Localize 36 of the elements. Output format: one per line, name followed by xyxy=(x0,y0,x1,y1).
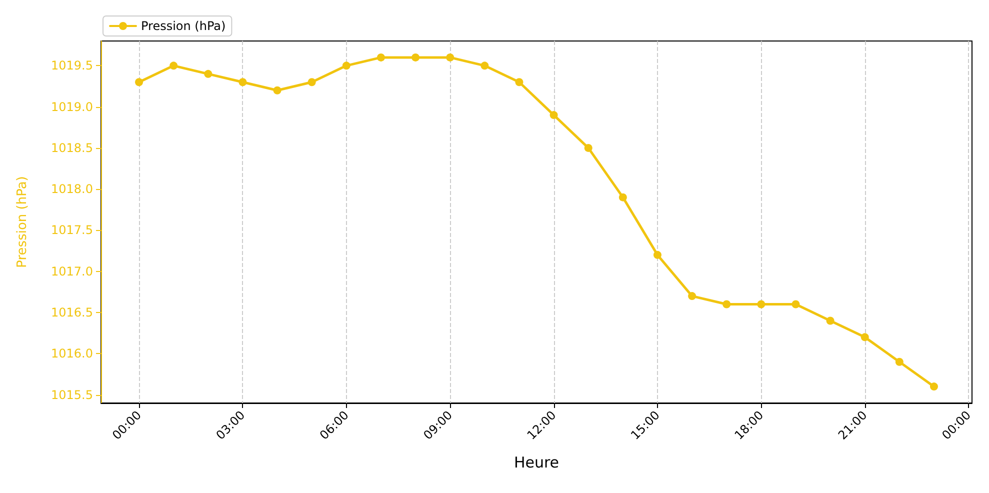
point xyxy=(688,292,696,300)
y-tick-label: 1016.5 xyxy=(51,306,93,320)
point xyxy=(446,53,454,62)
y-tick-label: 1017.0 xyxy=(51,264,93,278)
point xyxy=(135,78,144,86)
point xyxy=(584,144,592,152)
point xyxy=(273,86,282,94)
y-tick-label: 1015.5 xyxy=(51,388,93,402)
point xyxy=(826,316,834,325)
y-axis-title: Pression (hPa) xyxy=(15,176,30,268)
y-tick-label: 1019.0 xyxy=(51,100,93,114)
point xyxy=(860,333,869,342)
point xyxy=(376,53,385,62)
point xyxy=(204,70,212,78)
point xyxy=(342,62,350,70)
y-tick-label: 1018.0 xyxy=(51,182,93,196)
point xyxy=(618,193,627,202)
point xyxy=(308,78,316,86)
point xyxy=(170,62,178,70)
point xyxy=(550,111,558,120)
y-tick-label: 1018.5 xyxy=(51,140,93,155)
point xyxy=(722,300,731,308)
point xyxy=(895,358,904,366)
point xyxy=(757,300,766,308)
y-tick-label: 1019.5 xyxy=(51,58,93,73)
point xyxy=(515,78,524,86)
y-tick-label: 1016.0 xyxy=(51,346,93,361)
point xyxy=(930,382,938,391)
y-tick-label: 1017.5 xyxy=(51,223,93,238)
point xyxy=(480,62,489,70)
legend-label: Pression (hPa) xyxy=(141,19,226,33)
point xyxy=(238,78,247,86)
point xyxy=(653,250,662,259)
x-axis-title: Heure xyxy=(514,454,560,472)
point xyxy=(792,300,800,308)
point xyxy=(412,53,420,62)
